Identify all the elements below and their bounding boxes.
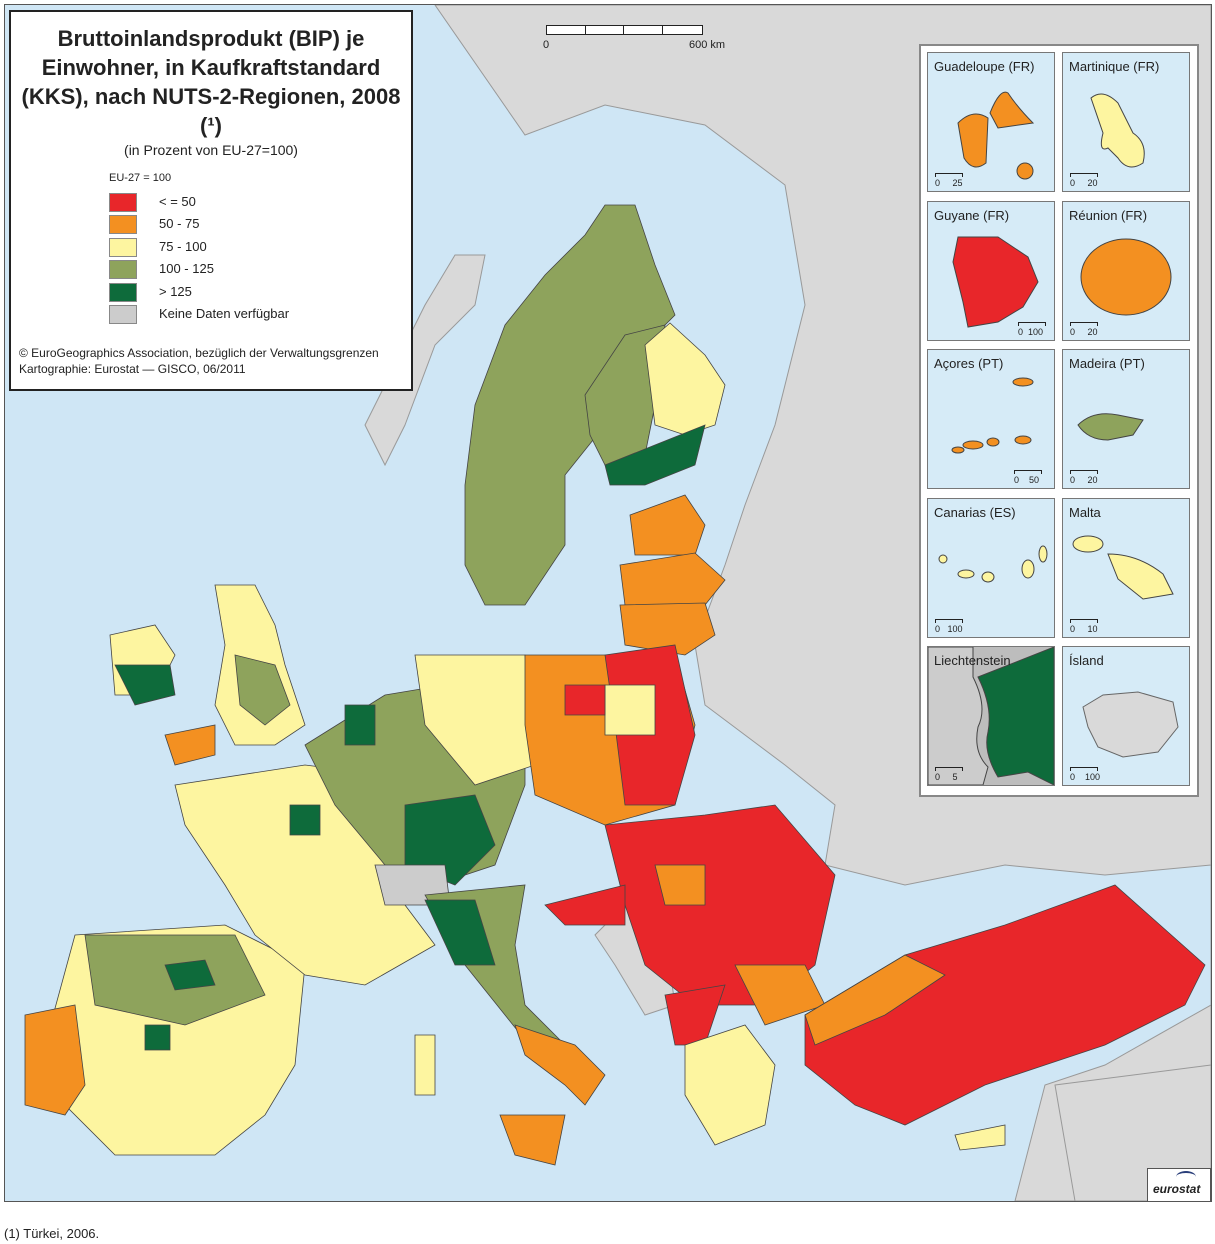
scale-bar: 0 600 km	[543, 25, 725, 65]
central-east	[524, 644, 696, 826]
scale-bar-graphic	[546, 25, 703, 35]
inset-madeira: Madeira (PT) 0 20	[1062, 349, 1190, 489]
inset-panel: Guadeloupe (FR) 0 25 Martinique (FR) 0 2…	[919, 44, 1199, 797]
legend-label: < = 50	[159, 194, 196, 209]
inset-name: Malta	[1069, 505, 1101, 520]
central-west	[304, 654, 536, 906]
inset-shape	[1090, 93, 1145, 168]
map-title: Bruttoinlandsprodukt (BIP) je Einwohner,…	[21, 26, 401, 138]
logo-arc	[1176, 1171, 1196, 1183]
legend-label: 100 - 125	[159, 261, 214, 277]
baltics	[619, 494, 726, 656]
inset-name: Ísland	[1069, 653, 1104, 668]
iberia	[24, 924, 306, 1156]
inset-scale: 0 20	[1070, 173, 1098, 188]
legend-label: > 125	[159, 283, 192, 299]
inset-scale: 0 5	[935, 767, 963, 782]
credits: © EuroGeographics Association, bezüglich…	[19, 345, 379, 377]
inset-name: Guadeloupe (FR)	[934, 59, 1035, 74]
turkey	[804, 884, 1206, 1126]
inset-name: Martinique (FR)	[1069, 59, 1160, 74]
inset-scale: 0 50	[1014, 470, 1042, 485]
inset-acores: Açores (PT) 0 50	[927, 349, 1055, 489]
inset-shape	[1080, 238, 1172, 316]
inset-scale: 0 25	[935, 173, 963, 188]
inset-name: Canarias (ES)	[934, 505, 1016, 520]
inset-reunion: Réunion (FR) 0 20	[1062, 201, 1190, 341]
inset-scale: 0 10	[1070, 619, 1098, 634]
legend-box: Bruttoinlandsprodukt (BIP) je Einwohner,…	[9, 10, 413, 391]
inset-liechtenstein: Liechtenstein 0 5	[927, 646, 1055, 786]
inset-martinique: Martinique (FR) 0 20	[1062, 52, 1190, 192]
italy	[414, 884, 606, 1166]
inset-name: Madeira (PT)	[1069, 356, 1145, 371]
inset-name: Liechtenstein	[934, 653, 1011, 668]
cyprus	[954, 1124, 1006, 1151]
inset-scale: 0 100	[1070, 767, 1100, 782]
inset-shape	[951, 377, 1034, 454]
legend-swatch	[109, 193, 137, 212]
inset-scale: 0 100	[1018, 322, 1046, 337]
inset-island: Ísland 0 100	[1062, 646, 1190, 786]
scale-start-label: 0	[543, 39, 550, 51]
inset-scale: 0 100	[935, 619, 963, 634]
legend-swatch	[109, 215, 137, 235]
legend-basis: EU-27 = 100	[109, 172, 172, 184]
inset-shape	[1082, 691, 1179, 758]
inset-malta: Malta 0 10	[1062, 498, 1190, 638]
southeast	[544, 804, 836, 1146]
legend-label: 50 - 75	[159, 216, 200, 232]
inset-scale: 0 20	[1070, 322, 1098, 337]
map-subtitle: (in Prozent von EU-27=100)	[124, 142, 298, 158]
legend-swatch	[109, 282, 137, 302]
inset-name: Guyane (FR)	[934, 208, 1010, 223]
legend-swatch	[109, 237, 137, 257]
inset-shape	[957, 91, 1035, 180]
inset-shape	[952, 236, 1039, 328]
inset-shape	[938, 545, 1048, 583]
legend-swatch	[109, 260, 137, 280]
inset-canarias: Canarias (ES) 0 100	[927, 498, 1055, 638]
credits-line-2: Kartographie: Eurostat — GISCO, 06/2011	[19, 362, 246, 376]
credits-line-1: © EuroGeographics Association, bezüglich…	[19, 346, 379, 360]
scandinavia	[464, 204, 726, 606]
inset-shape	[1077, 413, 1144, 441]
inset-name: Açores (PT)	[934, 356, 1004, 371]
footnote: (1) Türkei, 2006.	[4, 1226, 100, 1241]
legend-label: 75 - 100	[159, 238, 207, 254]
legend-label: Keine Daten verfügbar	[159, 305, 290, 321]
inset-shape	[928, 647, 1054, 785]
eurostat-logo: eurostat	[1147, 1168, 1211, 1201]
inset-guadeloupe: Guadeloupe (FR) 0 25	[927, 52, 1055, 192]
british-isles	[109, 584, 306, 766]
scale-end-label: 600 km	[689, 39, 726, 51]
inset-shape	[1072, 535, 1174, 600]
inset-guyane: Guyane (FR) 0 100	[927, 201, 1055, 341]
logo-text: eurostat	[1153, 1182, 1201, 1196]
legend-swatch	[109, 304, 137, 324]
inset-scale: 0 20	[1070, 470, 1098, 485]
inset-name: Réunion (FR)	[1069, 208, 1148, 223]
